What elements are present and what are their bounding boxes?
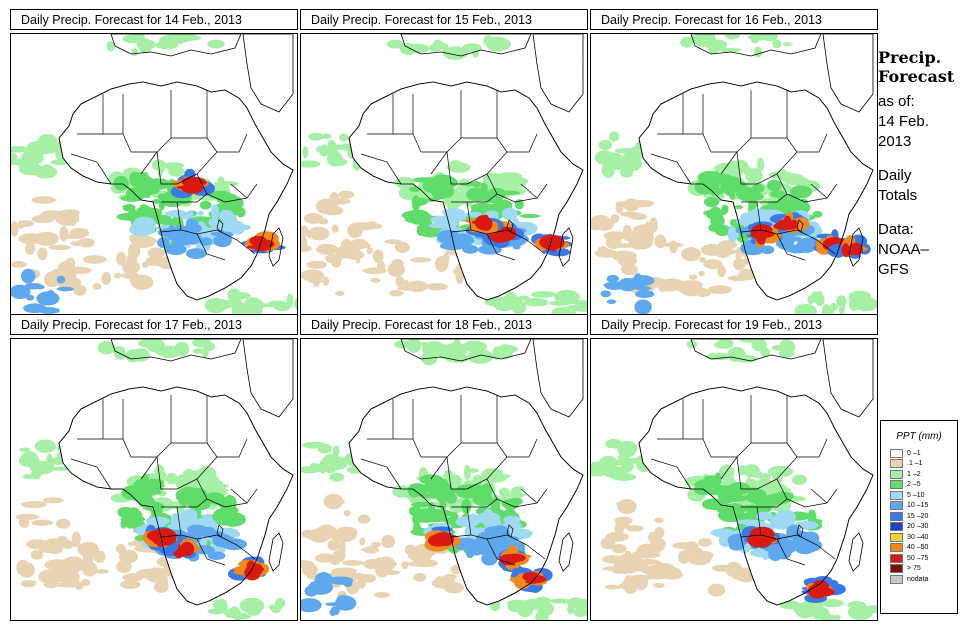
caption-title-line2: Forecast (878, 67, 955, 86)
legend-swatch (890, 469, 903, 479)
legend-swatch (890, 522, 903, 532)
legend-item: .1 –1 (881, 459, 957, 470)
legend-label: 10 –15 (907, 502, 929, 510)
forecast-panel-17-feb: Daily Precip. Forecast for 17 Feb., 2013 (10, 314, 298, 621)
forecast-panel-15-feb: Daily Precip. Forecast for 15 Feb., 2013 (300, 9, 588, 316)
legend-label: nodata (907, 575, 929, 583)
legend-swatch (890, 574, 903, 584)
legend-item: 1 –2 (881, 469, 957, 480)
legend-label: 15 –20 (907, 512, 929, 520)
side-caption: Precip. Forecast as of: 14 Feb. 2013 Dai… (878, 48, 964, 280)
legend-swatch (890, 448, 903, 458)
forecast-panel-18-feb: Daily Precip. Forecast for 18 Feb., 2013 (300, 314, 588, 621)
precip-map (300, 338, 588, 621)
legend-item: 10 –15 (881, 501, 957, 512)
legend-label: > 75 (907, 565, 921, 573)
legend-label: 2 –5 (907, 481, 921, 489)
legend-item: 30 –40 (881, 532, 957, 543)
caption-date1: 14 Feb. (878, 113, 929, 130)
legend-swatch (890, 543, 903, 553)
legend-label: .1 –1 (907, 460, 923, 468)
legend-label: 5 –10 (907, 491, 925, 499)
panel-title: Daily Precip. Forecast for 18 Feb., 2013 (300, 314, 588, 335)
caption-source: NOAA– (878, 241, 929, 258)
panel-title: Daily Precip. Forecast for 19 Feb., 2013 (590, 314, 878, 335)
precip-map (10, 338, 298, 621)
legend-item: 40 –50 (881, 543, 957, 554)
panel-title: Daily Precip. Forecast for 17 Feb., 2013 (10, 314, 298, 335)
caption-model: GFS (878, 261, 909, 278)
forecast-panel-14-feb: Daily Precip. Forecast for 14 Feb., 2013 (10, 9, 298, 316)
legend-swatch (890, 501, 903, 511)
legend-swatch (890, 511, 903, 521)
legend-item: 15 –20 (881, 511, 957, 522)
precip-legend: PPT (mm) 0 –1 .1 –1 1 –2 2 –5 5 –10 10 –15 15 … (880, 420, 958, 614)
legend-item: 20 –30 (881, 522, 957, 533)
caption-asof: as of: (878, 93, 915, 110)
legend-item: > 75 (881, 564, 957, 575)
legend-swatch (890, 553, 903, 563)
legend-item: 2 –5 (881, 480, 957, 491)
precip-map (10, 33, 298, 316)
caption-totals: Totals (878, 187, 918, 204)
legend-item: nodata (881, 574, 957, 585)
panel-title: Daily Precip. Forecast for 14 Feb., 2013 (10, 9, 298, 30)
legend-swatch (890, 480, 903, 490)
legend-label: 50 –75 (907, 554, 929, 562)
legend-label: 1 –2 (907, 470, 921, 478)
forecast-panel-19-feb: Daily Precip. Forecast for 19 Feb., 2013 (590, 314, 878, 621)
legend-label: 0 –1 (907, 449, 921, 457)
legend-item: 0 –1 (881, 448, 957, 459)
forecast-panel-16-feb: Daily Precip. Forecast for 16 Feb., 2013 (590, 9, 878, 316)
caption-title-line1: Precip. (878, 48, 942, 67)
legend-label: 20 –30 (907, 523, 929, 531)
precip-map (300, 33, 588, 316)
legend-label: 40 –50 (907, 544, 929, 552)
legend-swatch (890, 532, 903, 542)
legend-item: 5 –10 (881, 490, 957, 501)
legend-swatch (890, 490, 903, 500)
legend-title: PPT (mm) (896, 431, 942, 442)
precip-map (590, 33, 878, 316)
panel-title: Daily Precip. Forecast for 15 Feb., 2013 (300, 9, 588, 30)
precip-map (590, 338, 878, 621)
caption-date2: 2013 (878, 133, 912, 150)
panel-title: Daily Precip. Forecast for 16 Feb., 2013 (590, 9, 878, 30)
legend-swatch (890, 459, 903, 469)
caption-data: Data: (878, 221, 914, 238)
legend-label: 30 –40 (907, 533, 929, 541)
legend-swatch (890, 564, 903, 574)
caption-daily: Daily (878, 167, 912, 184)
legend-item: 50 –75 (881, 553, 957, 564)
